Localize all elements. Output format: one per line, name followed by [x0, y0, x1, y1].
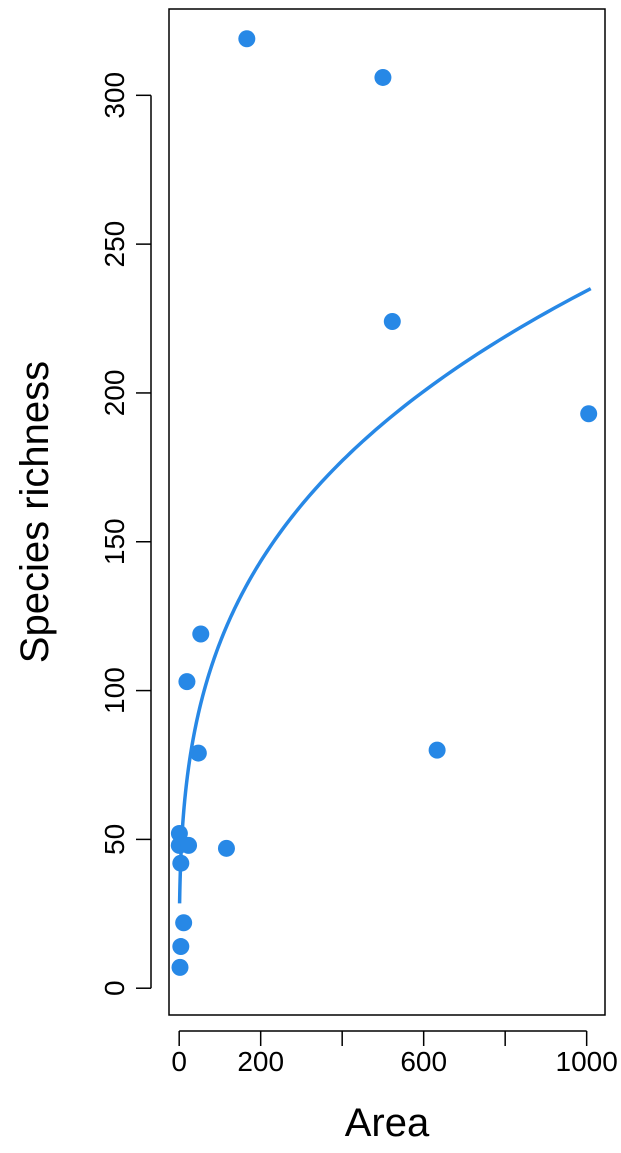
- y-tick-label: 150: [99, 518, 130, 565]
- data-point: [580, 405, 598, 423]
- y-tick-label: 0: [99, 980, 130, 996]
- x-axis-title: Area: [345, 1101, 430, 1145]
- data-points: [170, 30, 598, 976]
- y-tick-label: 300: [99, 72, 130, 119]
- data-point: [189, 744, 207, 762]
- data-point: [170, 824, 188, 842]
- data-point: [171, 958, 189, 976]
- data-point: [238, 30, 256, 48]
- x-tick-label: 600: [400, 1046, 447, 1077]
- x-tick-label: 1000: [556, 1046, 618, 1077]
- data-point: [428, 741, 446, 759]
- data-point: [178, 673, 196, 691]
- y-tick-label: 250: [99, 221, 130, 268]
- data-point: [175, 914, 193, 932]
- data-point: [192, 625, 210, 643]
- data-point: [172, 938, 190, 956]
- fit-curve: [177, 287, 592, 904]
- x-axis: 0 200 600 1000: [171, 1030, 618, 1077]
- y-tick-label: 200: [99, 370, 130, 417]
- y-axis-title: Species richness: [13, 361, 57, 663]
- data-point: [383, 313, 401, 331]
- plot-frame: [168, 8, 606, 1016]
- data-point: [180, 836, 198, 854]
- data-point: [172, 854, 190, 872]
- y-axis: 0 50 100 150 200 250 300: [99, 72, 152, 996]
- data-point: [217, 839, 235, 857]
- x-tick-label: 0: [171, 1046, 187, 1077]
- x-tick-label: 200: [237, 1046, 284, 1077]
- data-point: [374, 68, 392, 86]
- y-tick-label: 100: [99, 667, 130, 714]
- y-tick-label: 50: [99, 824, 130, 855]
